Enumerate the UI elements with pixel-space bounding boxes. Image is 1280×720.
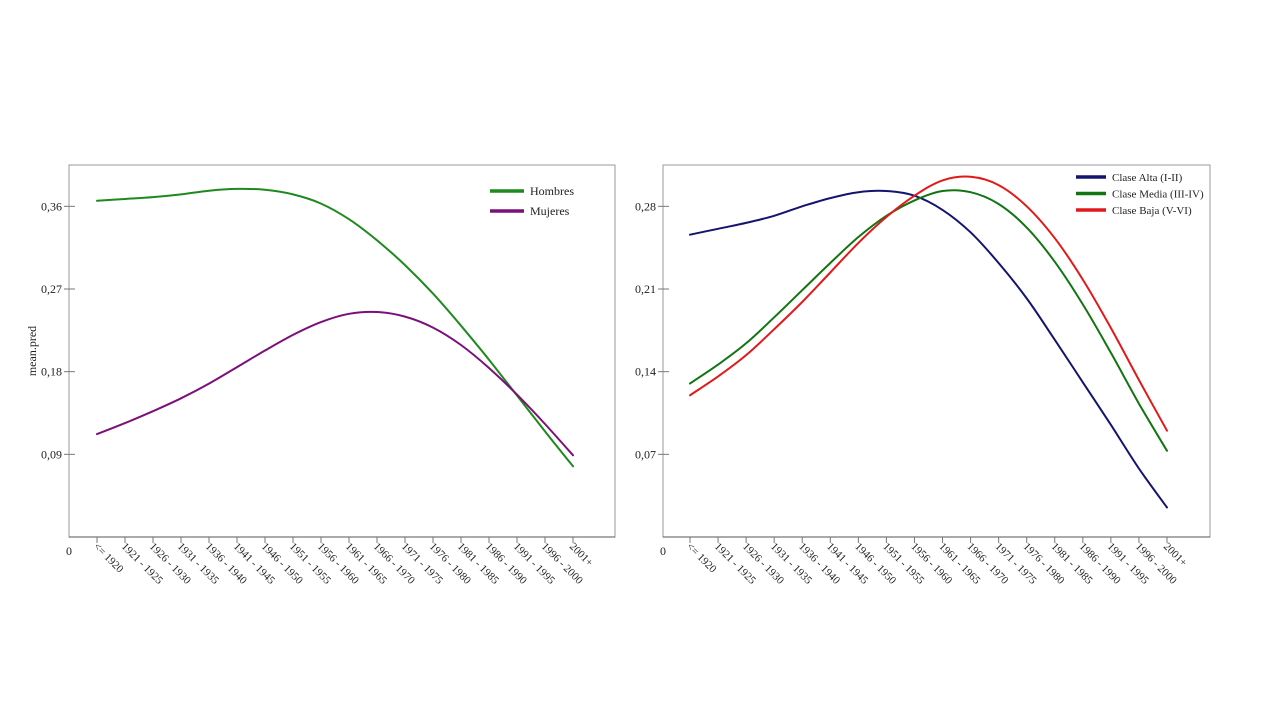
y-tick-label: 0,07 <box>635 447 656 461</box>
y-tick-label: 0,27 <box>41 282 62 296</box>
legend-label: Clase Media (III-IV) <box>1112 189 1204 201</box>
y-axis-label: mean.pred <box>25 326 39 376</box>
chart-gender: mean.pred 0 0,09 0,18 0,27 0,36 <= 19201921… <box>25 164 616 587</box>
legend-label: Hombres <box>530 184 574 198</box>
series-lines <box>96 187 574 468</box>
y-tick-label: 0,14 <box>635 365 656 379</box>
legend-label: Clase Alta (I-II) <box>1112 172 1183 184</box>
x-tick-label: <= 1920 <box>684 541 719 576</box>
series-line <box>96 187 574 468</box>
legend-label: Mujeres <box>530 204 570 218</box>
series-line <box>689 189 1168 509</box>
plot-frame <box>68 164 616 538</box>
y-tick-label: 0,28 <box>635 199 656 213</box>
y-tick-label: 0,09 <box>41 447 62 461</box>
legend: Hombres Mujeres <box>490 184 574 218</box>
series-line <box>689 189 1168 452</box>
plot-frame <box>662 164 1211 538</box>
x-origin-label: 0 <box>660 544 666 558</box>
series-line <box>689 175 1168 432</box>
series-line <box>96 310 574 457</box>
y-tick-label: 0,36 <box>41 199 62 213</box>
legend: Clase Alta (I-II) Clase Media (III-IV) Cla… <box>1076 172 1204 217</box>
x-origin-label: 0 <box>66 544 72 558</box>
y-tick-label: 0,21 <box>635 282 656 296</box>
legend-label: Clase Baja (V-VI) <box>1112 205 1192 217</box>
y-axis-ticks: 0,09 0,18 0,27 0,36 <box>41 199 75 461</box>
y-tick-label: 0,18 <box>41 365 62 379</box>
y-axis-ticks: 0,07 0,14 0,21 0,28 <box>635 199 669 461</box>
series-lines <box>689 175 1168 509</box>
